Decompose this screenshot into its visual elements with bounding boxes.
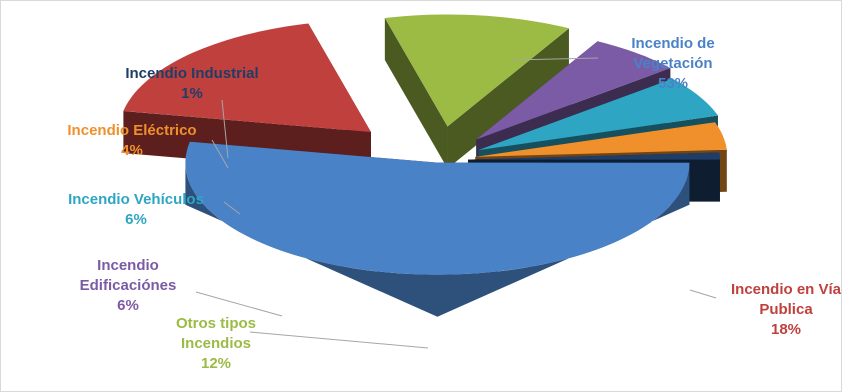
slice-wall	[447, 28, 569, 169]
data-label-category: Vegetación	[633, 55, 713, 72]
data-label-incendio-de-vegetacion: Incendio de Vegetación 53%	[598, 34, 748, 94]
slice-side	[185, 162, 690, 317]
leader-line-incendio-electrico	[211, 139, 229, 169]
leader-line-otros-tipos-incendios	[249, 331, 429, 349]
slice-top	[476, 41, 671, 140]
data-label-incendio-vehiculos: Incendio Vehículos 6%	[48, 190, 224, 230]
leader-line-incendio-de-vegetacion	[511, 57, 599, 61]
data-label-category: Incendio de	[631, 35, 715, 52]
data-label-category: Incendio Eléctrico	[67, 122, 197, 139]
slice-top	[475, 122, 727, 157]
data-label-category: Incendio en Vía	[730, 281, 842, 298]
slice-top	[384, 14, 569, 127]
data-label-value: 6%	[125, 211, 147, 228]
data-label-incendio-en-via-publica: Incendio en Vía Publica 18%	[716, 280, 842, 340]
data-label-value: 6%	[117, 297, 139, 314]
data-label-incendio-electrico: Incendio Eléctrico 4%	[54, 121, 210, 161]
slice-wall	[384, 18, 448, 169]
data-label-value: 18%	[770, 321, 802, 338]
data-label-category: Publica	[759, 301, 813, 318]
slice-top	[123, 23, 371, 133]
data-label-value: 53%	[657, 75, 689, 92]
leader-line-incendio-edificaciones	[195, 291, 283, 317]
data-label-category: Incendio	[97, 257, 159, 274]
slice-top	[185, 141, 690, 275]
data-label-category: Otros tipos	[175, 315, 256, 332]
pie-slice-incendio-de-vegetacion	[185, 141, 690, 317]
slice-top	[478, 78, 718, 151]
data-label-otros-tipos-incendios: Otros tipos Incendios 12%	[157, 314, 275, 374]
data-label-category: Incendio Industrial	[125, 65, 259, 82]
leader-line-incendio-en-via-publica	[689, 289, 717, 299]
data-label-category: Incendios	[180, 335, 251, 352]
data-label-incendio-industrial: Incendio Industrial 1%	[110, 64, 274, 104]
data-label-value: 4%	[121, 142, 143, 159]
data-label-value: 12%	[200, 355, 232, 372]
pie-slice-otros-tipos-incendios	[384, 14, 569, 169]
data-label-category: Incendio Vehículos	[68, 191, 204, 208]
leader-line-incendio-vehiculos	[223, 201, 241, 215]
slice-top	[467, 152, 720, 160]
leader-line-incendio-industrial	[221, 99, 229, 159]
data-label-value: 1%	[181, 85, 203, 102]
data-label-incendio-edificaciones: Incendio Edificaciónes 6%	[63, 256, 193, 316]
data-label-category: Edificaciónes	[79, 277, 177, 294]
